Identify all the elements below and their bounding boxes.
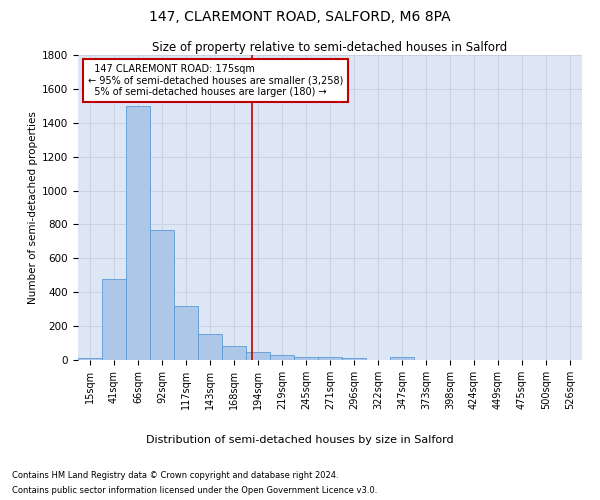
Title: Size of property relative to semi-detached houses in Salford: Size of property relative to semi-detach… [152,41,508,54]
Bar [294,358,318,360]
Text: Distribution of semi-detached houses by size in Salford: Distribution of semi-detached houses by … [146,435,454,445]
Bar [198,334,222,360]
Y-axis label: Number of semi-detached properties: Number of semi-detached properties [28,111,38,304]
Bar [318,358,342,360]
Text: 147 CLAREMONT ROAD: 175sqm
← 95% of semi-detached houses are smaller (3,258)
  5: 147 CLAREMONT ROAD: 175sqm ← 95% of semi… [88,64,343,98]
Bar [126,106,150,360]
Bar [222,346,246,360]
Text: Contains public sector information licensed under the Open Government Licence v3: Contains public sector information licen… [12,486,377,495]
Bar [150,230,174,360]
Text: 147, CLAREMONT ROAD, SALFORD, M6 8PA: 147, CLAREMONT ROAD, SALFORD, M6 8PA [149,10,451,24]
Text: Contains HM Land Registry data © Crown copyright and database right 2024.: Contains HM Land Registry data © Crown c… [12,471,338,480]
Bar [174,306,198,360]
Bar [342,358,366,360]
Bar [390,358,414,360]
Bar [102,278,126,360]
Bar [270,355,294,360]
Bar [246,352,270,360]
Bar [78,358,102,360]
